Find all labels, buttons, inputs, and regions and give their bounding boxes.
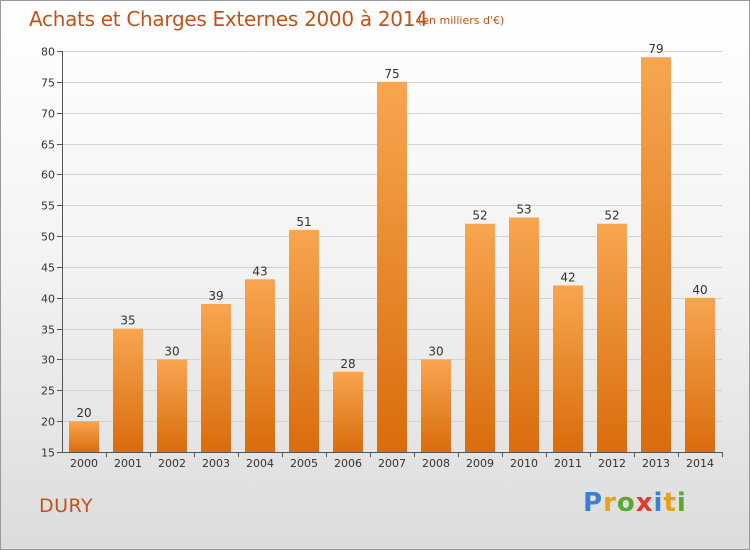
x-tick-label: 2004 (246, 457, 274, 470)
data-label: 20 (76, 406, 91, 420)
data-label: 51 (296, 215, 311, 229)
axes: 15 20 25 30 35 40 45 50 55 60 65 70 75 80 2000 2001 2002… (41, 46, 723, 470)
bar (421, 359, 451, 452)
x-tick-label: 2009 (466, 457, 494, 470)
y-tick-label: 80 (41, 46, 55, 59)
bar (69, 421, 99, 452)
y-tick-label: 45 (41, 262, 55, 275)
chart-title: Achats et Charges Externes 2000 à 2014 (29, 7, 428, 31)
x-tick-label: 2003 (202, 457, 230, 470)
y-tick-label: 50 (41, 231, 55, 244)
data-label: 53 (516, 203, 531, 217)
y-tick-label: 65 (41, 139, 55, 152)
x-tick-label: 2001 (114, 457, 142, 470)
y-tick-label: 60 (41, 169, 55, 182)
bar (113, 328, 143, 452)
bars (69, 57, 715, 453)
x-tick-label: 2012 (598, 457, 626, 470)
x-tick-label: 2007 (378, 457, 406, 470)
y-tick-label: 20 (41, 416, 55, 429)
data-label: 30 (164, 344, 179, 358)
data-label: 28 (340, 357, 355, 371)
data-label: 39 (208, 289, 223, 303)
data-label: 52 (604, 209, 619, 223)
bar (553, 285, 583, 452)
data-label: 75 (384, 67, 399, 81)
logo-letter: i (653, 488, 664, 518)
y-tick-label: 25 (41, 385, 55, 398)
data-label: 43 (252, 264, 267, 278)
logo-letter: r (603, 488, 617, 518)
x-tick-label: 2008 (422, 457, 450, 470)
logo-letter: x (635, 488, 654, 518)
x-tick-label: 2013 (642, 457, 670, 470)
bar (509, 217, 539, 452)
bar (201, 303, 231, 452)
data-label: 42 (560, 270, 575, 284)
y-tick-label: 15 (41, 447, 55, 460)
bar (289, 229, 319, 452)
y-tick-label: 70 (41, 108, 55, 121)
x-tick-label: 2011 (554, 457, 582, 470)
data-label: 52 (472, 209, 487, 223)
bar (245, 279, 275, 452)
y-tick-label: 35 (41, 324, 55, 337)
y-tick-label: 55 (41, 200, 55, 213)
x-tick-label: 2014 (686, 457, 714, 470)
bar (333, 371, 363, 452)
x-tick-label: 2002 (158, 457, 186, 470)
x-tick-label: 2000 (70, 457, 98, 470)
y-tick-label: 30 (41, 354, 55, 367)
logo-letter: o (616, 488, 636, 518)
logo-letter: i (676, 488, 687, 518)
bar (377, 81, 407, 452)
bar (641, 57, 671, 453)
logo-letter: t (663, 488, 677, 518)
data-label: 79 (648, 42, 663, 56)
data-label: 30 (428, 344, 443, 358)
bar (685, 297, 715, 452)
x-tick-label: 2005 (290, 457, 318, 470)
y-tick-label: 40 (41, 293, 55, 306)
data-labels: 20 35 30 39 43 51 28 75 30 52 53 42 52 79 40 (76, 42, 707, 420)
x-tick-label: 2010 (510, 457, 538, 470)
x-tick-label: 2006 (334, 457, 362, 470)
bar (465, 223, 495, 452)
data-label: 40 (692, 283, 707, 297)
chart-subtitle: (en milliers d'€) (418, 14, 505, 27)
y-tick-label: 75 (41, 77, 55, 90)
bar (157, 359, 187, 452)
logo-letter: P (583, 488, 604, 518)
bar (597, 223, 627, 452)
city-name: DURY (39, 495, 94, 517)
data-label: 35 (120, 314, 135, 328)
proxiti-logo[interactable]: Proxiti (583, 488, 687, 518)
